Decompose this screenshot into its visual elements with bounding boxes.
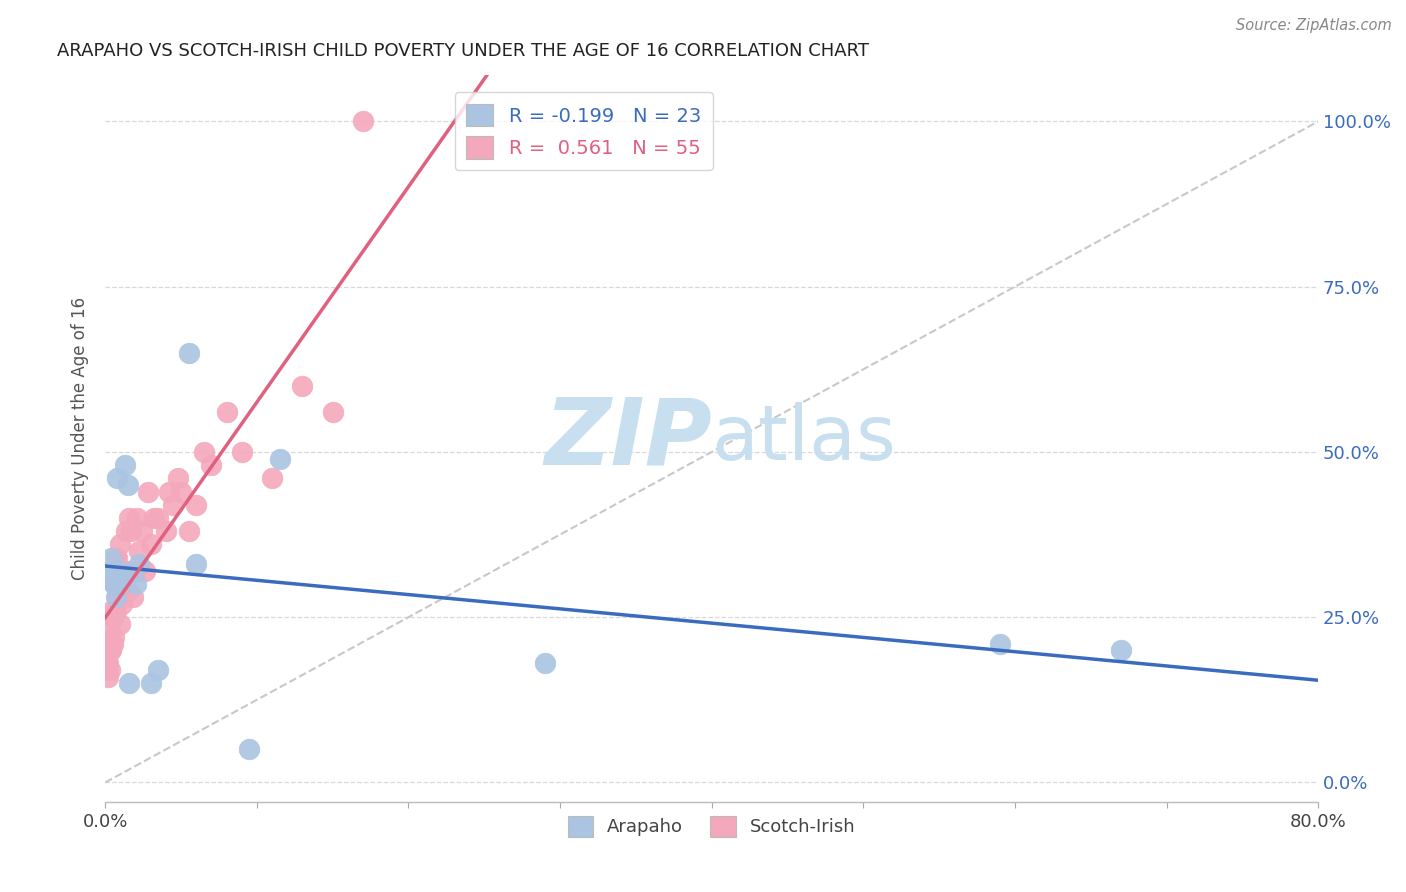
Point [186,558,208,572]
Point [103,577,125,591]
Point [101,637,124,651]
Point [98,616,121,631]
Point [103,577,125,591]
Point [125,511,148,525]
Text: atlas: atlas [711,401,897,475]
Text: Source: ZipAtlas.com: Source: ZipAtlas.com [1236,18,1392,33]
Point [96,649,118,664]
Point [238,742,260,756]
Point [117,478,139,492]
Point [100,604,122,618]
Point [162,498,184,512]
Point [114,458,136,472]
Point [148,663,170,677]
Point [322,405,344,419]
Point [200,458,222,472]
Point [139,537,162,551]
Point [117,583,139,598]
Point [105,550,128,565]
Point [100,643,122,657]
Point [97,657,120,671]
Point [291,379,314,393]
Point [110,616,132,631]
Point [96,663,118,677]
Point [114,577,136,591]
Point [1109,643,1132,657]
Point [534,657,557,671]
Point [142,511,165,525]
Text: ARAPAHO VS SCOTCH-IRISH CHILD POVERTY UNDER THE AGE OF 16 CORRELATION CHART: ARAPAHO VS SCOTCH-IRISH CHILD POVERTY UN… [56,42,869,60]
Point [177,346,200,360]
Point [186,498,208,512]
Point [103,630,125,644]
Point [98,643,121,657]
Point [231,445,253,459]
Text: ZIP: ZIP [544,393,711,483]
Point [96,637,118,651]
Point [193,445,215,459]
Point [170,484,193,499]
Point [101,610,124,624]
Point [105,577,128,591]
Point [124,577,146,591]
Point [104,591,127,605]
Point [139,676,162,690]
Point [177,524,200,539]
Y-axis label: Child Poverty Under the Age of 16: Child Poverty Under the Age of 16 [72,297,89,581]
Point [118,676,141,690]
Point [155,524,177,539]
Point [131,524,153,539]
Point [97,670,120,684]
Point [124,564,146,578]
Point [110,564,132,578]
Point [167,471,190,485]
Point [110,537,132,551]
Point [352,114,374,128]
Point [148,511,170,525]
Point [134,564,156,578]
Point [112,570,135,584]
Point [215,405,238,419]
Point [112,564,135,578]
Point [121,591,143,605]
Point [115,524,138,539]
Point [988,637,1011,651]
Point [105,591,128,605]
Point [100,550,122,565]
Point [104,604,127,618]
Point [118,564,141,578]
Point [118,511,141,525]
Point [136,484,159,499]
Point [128,544,150,558]
Point [105,471,128,485]
Point [260,471,283,485]
Point [128,558,150,572]
Point [157,484,180,499]
Point [104,550,127,565]
Point [98,663,121,677]
Point [108,577,131,591]
Point [97,570,120,584]
Point [98,564,121,578]
Point [111,597,134,611]
Point [97,643,120,657]
Point [269,451,291,466]
Legend: Arapaho, Scotch-Irish: Arapaho, Scotch-Irish [561,809,863,844]
Point [120,524,142,539]
